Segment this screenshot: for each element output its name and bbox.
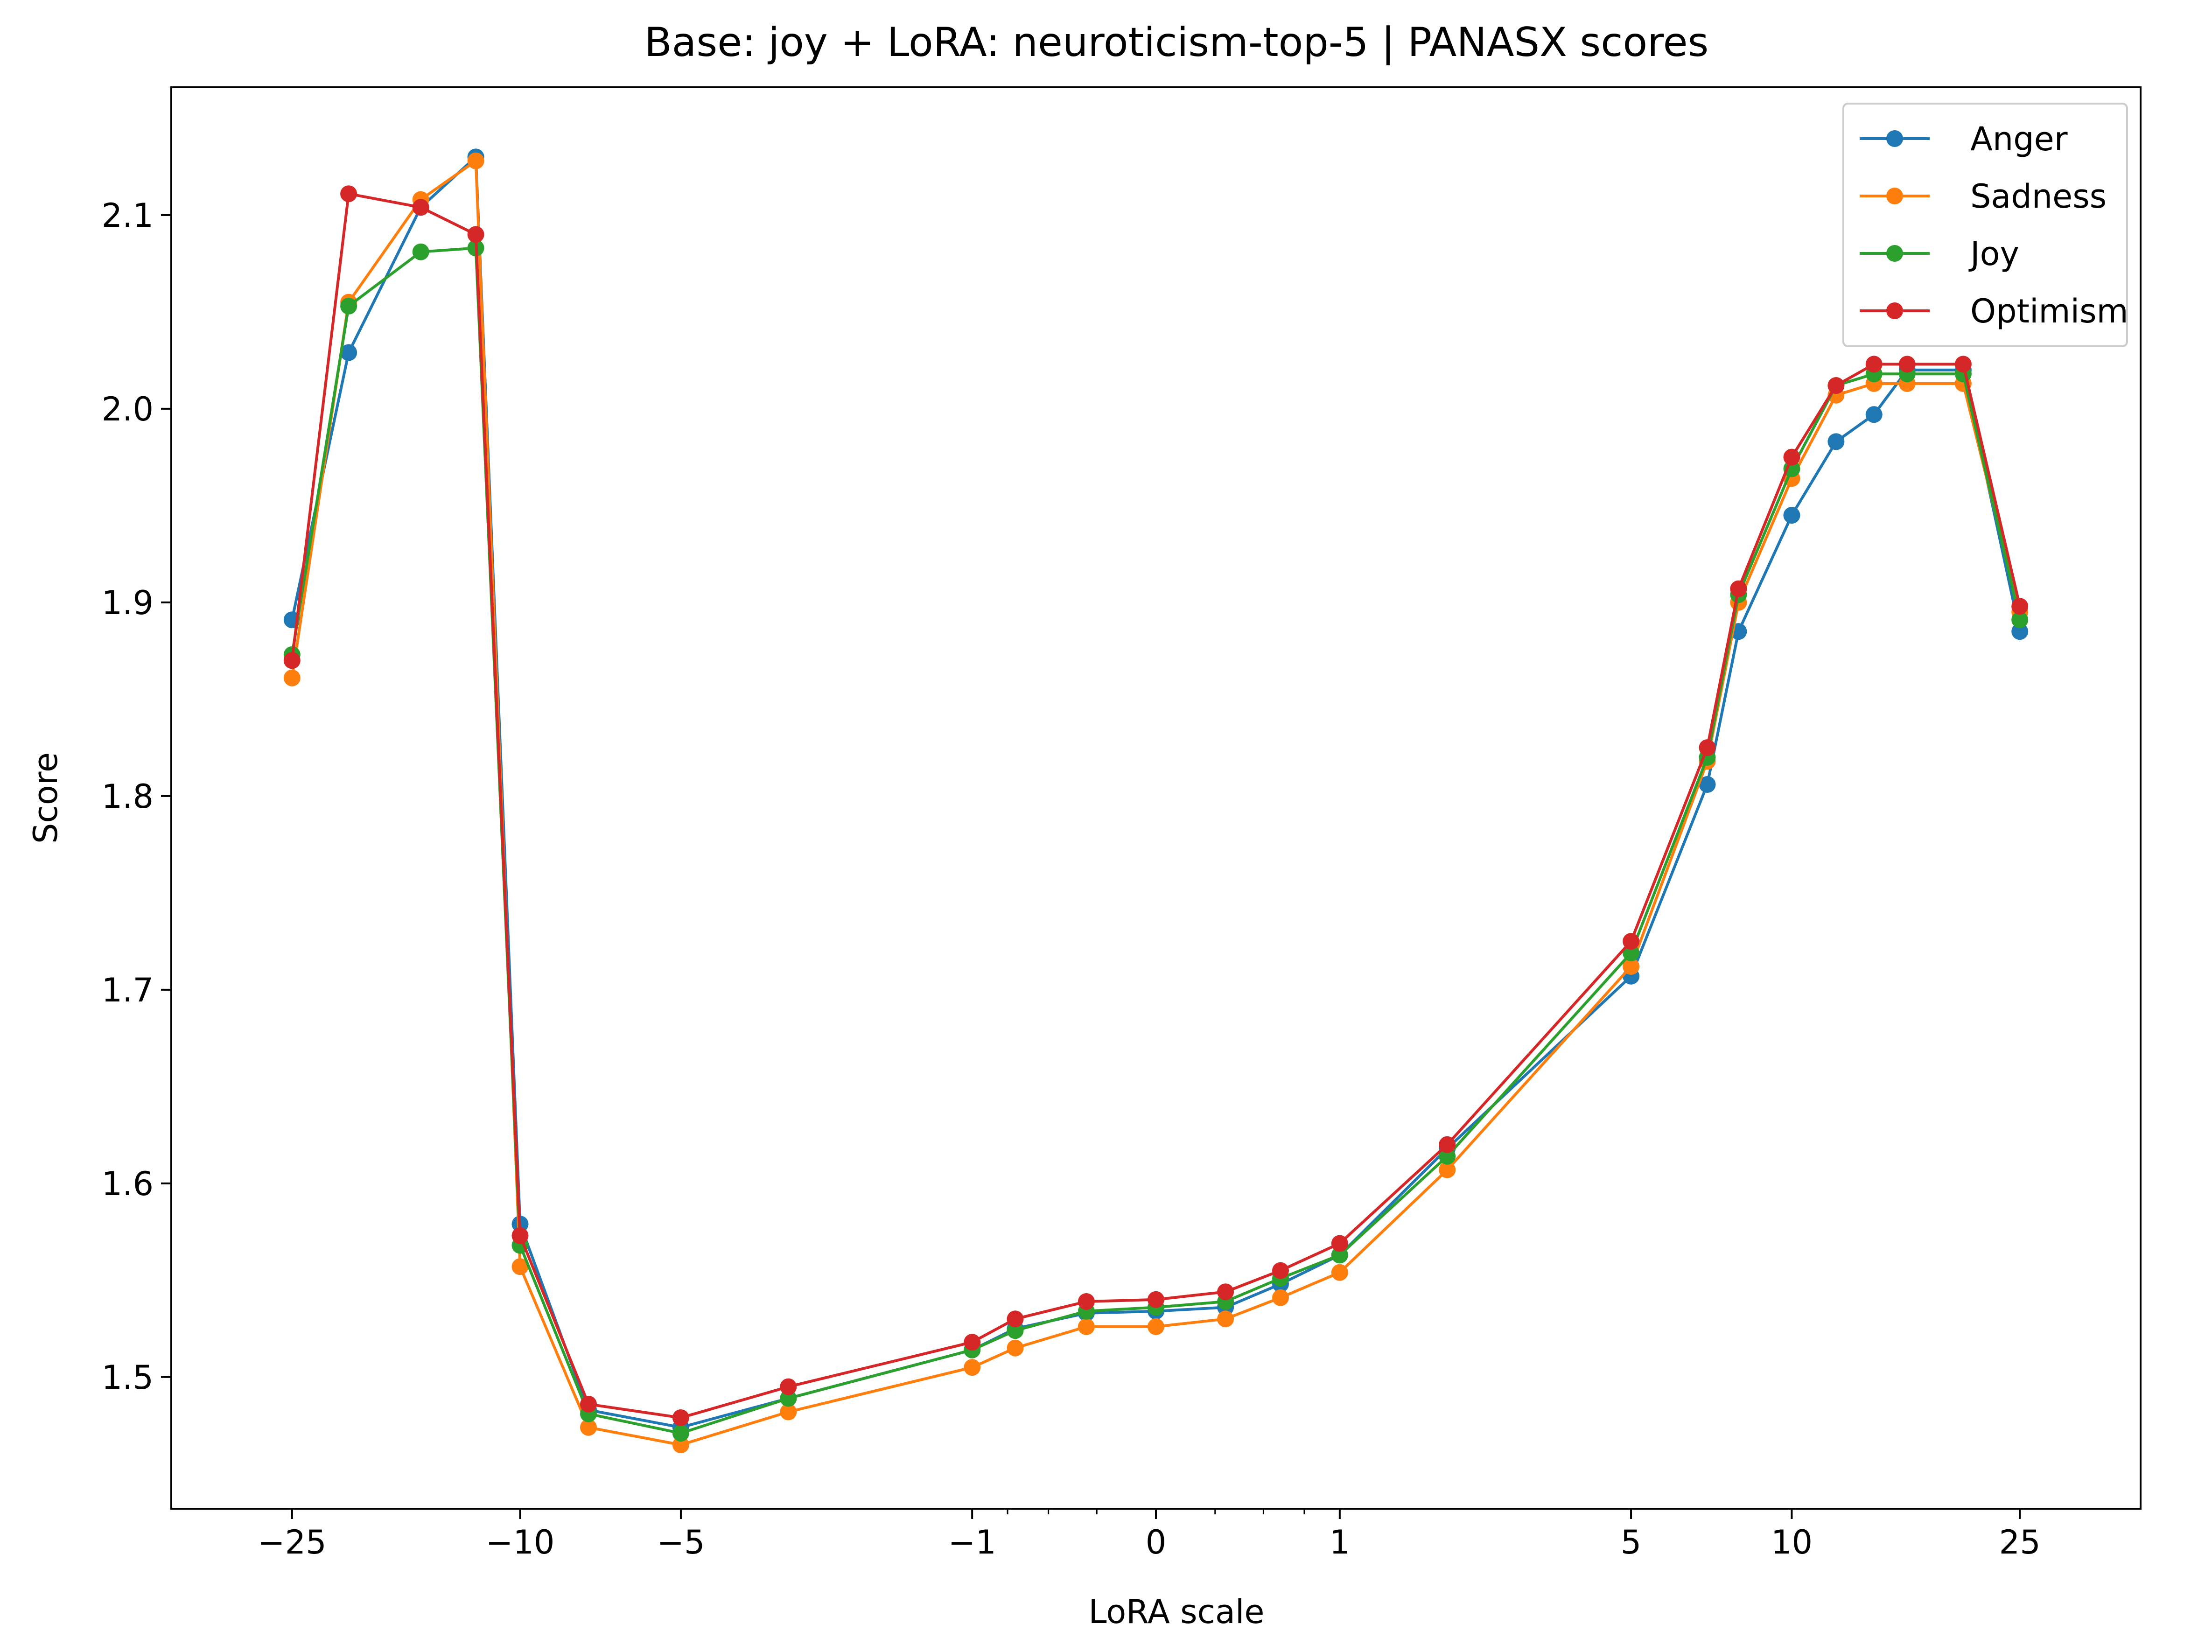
data-point-optimism bbox=[1827, 377, 1845, 394]
chart-title: Base: joy + LoRA: neuroticism-top-5 | PA… bbox=[644, 19, 1709, 66]
data-point-sadness bbox=[1148, 1318, 1164, 1335]
x-tick-label: −25 bbox=[258, 1523, 327, 1561]
data-point-sadness bbox=[964, 1359, 981, 1376]
data-point-optimism bbox=[1730, 580, 1747, 597]
legend-item-anger: Anger bbox=[1860, 120, 2068, 158]
data-point-optimism bbox=[780, 1378, 797, 1395]
y-axis-ticks: 1.5 1.6 1.7 1.8 1.9 2.0 2.1 bbox=[102, 196, 171, 1397]
y-tick-label: 2.1 bbox=[102, 196, 154, 235]
data-point-sadness bbox=[1217, 1310, 1234, 1328]
data-point-optimism bbox=[1078, 1293, 1095, 1310]
x-tick-label: 1 bbox=[1330, 1523, 1351, 1561]
x-tick-label: −10 bbox=[486, 1523, 555, 1561]
series-optimism bbox=[283, 185, 2029, 1426]
data-point-optimism bbox=[283, 652, 301, 669]
legend-label: Anger bbox=[1970, 120, 2068, 158]
data-point-optimism bbox=[964, 1334, 981, 1351]
x-tick-label: 5 bbox=[1621, 1523, 1642, 1561]
y-tick-label: 2.0 bbox=[102, 390, 154, 428]
legend-label: Sadness bbox=[1970, 177, 2107, 216]
data-point-joy bbox=[412, 243, 429, 260]
data-point-anger bbox=[340, 344, 357, 361]
legend-marker bbox=[1886, 302, 1903, 319]
legend-item-optimism: Optimism bbox=[1860, 292, 2128, 330]
data-point-anger bbox=[1827, 433, 1845, 450]
legend-label: Joy bbox=[1968, 235, 2019, 273]
data-point-optimism bbox=[1898, 356, 1916, 373]
y-axis-label: Score bbox=[27, 752, 65, 844]
data-point-joy bbox=[1331, 1246, 1348, 1264]
x-tick-label: −1 bbox=[948, 1523, 996, 1561]
data-point-sadness bbox=[1078, 1318, 1095, 1335]
x-tick-label: 25 bbox=[1999, 1523, 2041, 1561]
legend-label: Optimism bbox=[1970, 292, 2128, 330]
data-point-optimism bbox=[1007, 1310, 1024, 1328]
data-point-joy bbox=[1439, 1148, 1456, 1165]
data-point-joy bbox=[780, 1390, 797, 1407]
legend-item-joy: Joy bbox=[1860, 235, 2019, 273]
data-point-sadness bbox=[580, 1419, 597, 1436]
y-tick-label: 1.7 bbox=[102, 971, 154, 1009]
data-point-joy bbox=[1623, 945, 1640, 961]
series-sadness bbox=[283, 152, 2029, 1454]
data-point-optimism bbox=[1865, 356, 1883, 373]
x-axis-label: LoRA scale bbox=[1089, 1593, 1265, 1631]
legend-marker bbox=[1886, 130, 1903, 147]
data-point-sadness bbox=[1331, 1264, 1348, 1281]
data-point-sadness bbox=[1007, 1339, 1024, 1357]
data-point-optimism bbox=[1217, 1283, 1234, 1301]
data-point-sadness bbox=[1623, 958, 1640, 975]
data-point-anger bbox=[1865, 406, 1883, 423]
data-point-optimism bbox=[467, 226, 484, 243]
data-point-sadness bbox=[1272, 1289, 1289, 1306]
series-layer bbox=[283, 148, 2029, 1454]
x-tick-label: −5 bbox=[657, 1523, 705, 1561]
x-axis-ticks: −25 −10 −5 −1 0 1 5 10 25 bbox=[258, 1509, 2041, 1561]
data-point-optimism bbox=[1623, 933, 1640, 950]
legend-item-sadness: Sadness bbox=[1860, 177, 2107, 216]
data-point-optimism bbox=[1148, 1291, 1164, 1308]
y-tick-label: 1.5 bbox=[102, 1358, 154, 1397]
y-tick-label: 1.6 bbox=[102, 1165, 154, 1203]
legend: Anger Sadness Joy Optimism bbox=[1842, 103, 2128, 347]
data-point-sadness bbox=[672, 1436, 689, 1454]
data-point-optimism bbox=[672, 1409, 689, 1426]
x-tick-label: 10 bbox=[1771, 1523, 1813, 1561]
data-point-optimism bbox=[1331, 1235, 1348, 1252]
data-point-optimism bbox=[1699, 739, 1716, 756]
data-point-optimism bbox=[1783, 448, 1800, 466]
data-point-optimism bbox=[511, 1227, 529, 1244]
data-point-sadness bbox=[511, 1258, 529, 1275]
data-point-joy bbox=[340, 297, 357, 315]
data-point-sadness bbox=[780, 1403, 797, 1421]
legend-box bbox=[1842, 103, 2128, 347]
data-point-joy bbox=[1007, 1322, 1024, 1339]
data-point-sadness bbox=[283, 669, 301, 686]
y-tick-label: 1.9 bbox=[102, 584, 154, 622]
data-point-joy bbox=[2011, 611, 2029, 629]
legend-marker bbox=[1886, 245, 1903, 262]
data-point-optimism bbox=[412, 199, 429, 216]
data-point-optimism bbox=[2011, 598, 2029, 615]
data-point-optimism bbox=[1439, 1136, 1456, 1153]
legend-marker bbox=[1886, 188, 1903, 204]
data-point-sadness bbox=[467, 152, 484, 169]
data-point-optimism bbox=[580, 1395, 597, 1413]
data-point-anger bbox=[1783, 507, 1800, 524]
y-tick-label: 1.8 bbox=[102, 777, 154, 816]
data-point-anger bbox=[2011, 623, 2029, 640]
data-point-optimism bbox=[1272, 1262, 1289, 1279]
data-point-anger bbox=[1699, 776, 1716, 793]
data-point-joy bbox=[672, 1425, 689, 1442]
x-tick-label: 0 bbox=[1146, 1523, 1167, 1561]
data-point-optimism bbox=[340, 185, 357, 203]
data-point-sadness bbox=[1439, 1161, 1456, 1178]
data-point-optimism bbox=[1954, 356, 1972, 373]
